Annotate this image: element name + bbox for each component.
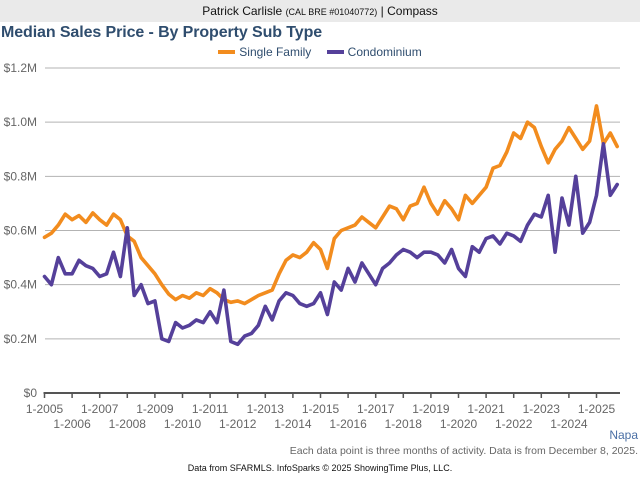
y-tick-label: $1.2M: [4, 61, 37, 75]
header-separator: |: [380, 4, 384, 18]
x-tick-label: 1-2021: [467, 402, 505, 416]
x-tick-label: 1-2016: [329, 417, 367, 431]
license-number: (CAL BRE #01040772): [285, 7, 378, 17]
x-tick-label: 1-2009: [136, 402, 174, 416]
data-source-footer: Data from SFARMLS. InfoSparks © 2025 Sho…: [187, 463, 453, 473]
region-label[interactable]: Napa: [609, 428, 638, 442]
x-tick-label: 1-2025: [578, 402, 616, 416]
x-tick-label: 1-2019: [412, 402, 450, 416]
chart-legend: Single Family Condominium: [0, 45, 640, 59]
x-tick-label: 1-2018: [385, 417, 423, 431]
legend-swatch-single-family: [218, 49, 236, 54]
chart-title: Median Sales Price - By Property Sub Typ…: [1, 24, 323, 41]
y-tick-label: $0.6M: [4, 224, 37, 238]
y-tick-label: $0.8M: [4, 169, 37, 183]
y-axis-labels: $0 $0.2M $0.4M $0.6M $0.8M $1.0M $1.2M: [4, 61, 38, 400]
x-tick-label: 1-2006: [53, 417, 91, 431]
x-tick-label: 1-2017: [357, 402, 395, 416]
y-tick-label: $1.0M: [4, 115, 37, 129]
x-tick-label: 1-2015: [302, 402, 340, 416]
y-tick-label: $0.4M: [4, 278, 37, 292]
brokerage-name: Compass: [387, 4, 438, 18]
legend-item-condominium[interactable]: Condominium: [326, 45, 422, 59]
legend-item-single-family[interactable]: Single Family: [218, 45, 311, 59]
x-tick-label: 1-2011: [192, 402, 229, 416]
x-tick-label: 1-2010: [164, 417, 202, 431]
x-axis: [43, 392, 620, 398]
x-tick-label: 1-2013: [247, 402, 285, 416]
x-tick-label: 1-2022: [495, 417, 533, 431]
x-tick-label: 1-2024: [550, 417, 588, 431]
y-tick-label: $0.2M: [4, 332, 37, 346]
x-tick-label: 1-2012: [219, 417, 257, 431]
legend-label-condominium: Condominium: [347, 45, 422, 59]
x-tick-label: 1-2020: [440, 417, 478, 431]
x-tick-label: 1-2007: [81, 402, 119, 416]
agent-name: Patrick Carlisle: [202, 4, 283, 18]
series-line-condominium[interactable]: [42, 142, 620, 347]
series-line-single-family[interactable]: [42, 104, 620, 306]
agent-header: Patrick Carlisle (CAL BRE #01040772) | C…: [0, 0, 640, 22]
legend-label-single-family: Single Family: [239, 45, 312, 59]
x-tick-label: 1-2005: [26, 402, 64, 416]
x-tick-label: 1-2014: [274, 417, 312, 431]
y-tick-label: $0: [24, 386, 38, 400]
legend-swatch-condominium: [326, 49, 344, 54]
series-lines: [42, 104, 620, 347]
x-tick-label: 1-2023: [523, 402, 561, 416]
x-tick-label: 1-2008: [109, 417, 147, 431]
data-note: Each data point is three months of activ…: [289, 445, 638, 457]
x-axis-labels: 1-20051-20061-20071-20081-20091-20101-20…: [26, 402, 616, 431]
